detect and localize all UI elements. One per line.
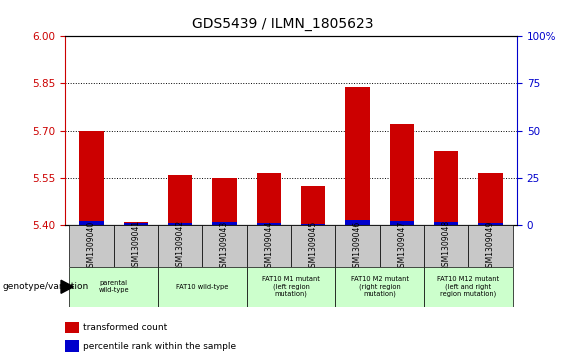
Bar: [212, 178, 237, 225]
Text: FAT10 M12 mutant
(left and right
region mutation): FAT10 M12 mutant (left and right region …: [437, 276, 499, 297]
Bar: [247, 225, 291, 267]
Bar: [202, 225, 247, 267]
Bar: [301, 186, 325, 225]
Text: genotype/variation: genotype/variation: [3, 282, 89, 291]
Bar: [478, 223, 503, 225]
Text: GSM1309049: GSM1309049: [486, 220, 495, 272]
Bar: [434, 222, 458, 225]
Text: GSM1309045: GSM1309045: [308, 220, 318, 272]
Bar: [478, 173, 503, 225]
Bar: [424, 225, 468, 267]
Bar: [390, 221, 414, 225]
Text: GSM1309046: GSM1309046: [353, 220, 362, 272]
Text: FAT10 wild-type: FAT10 wild-type: [176, 284, 228, 290]
Text: GSM1309040: GSM1309040: [87, 220, 96, 272]
Text: GSM1309042: GSM1309042: [176, 220, 185, 272]
Bar: [434, 151, 458, 225]
Text: GSM1309044: GSM1309044: [264, 220, 273, 272]
Bar: [168, 175, 192, 225]
Bar: [291, 225, 335, 267]
Bar: [345, 220, 370, 225]
Bar: [345, 87, 370, 225]
Bar: [79, 131, 104, 225]
Bar: [158, 225, 202, 267]
Bar: [468, 225, 512, 267]
Bar: [390, 125, 414, 225]
Bar: [212, 222, 237, 225]
Bar: [65, 322, 79, 333]
Bar: [257, 173, 281, 225]
Text: FAT10 M2 mutant
(right region
mutation): FAT10 M2 mutant (right region mutation): [351, 276, 408, 297]
Bar: [114, 225, 158, 267]
Text: GSM1309041: GSM1309041: [132, 220, 140, 272]
Bar: [158, 267, 247, 307]
Bar: [335, 267, 424, 307]
Bar: [380, 225, 424, 267]
Bar: [424, 267, 512, 307]
Bar: [168, 223, 192, 225]
Text: transformed count: transformed count: [83, 323, 167, 332]
Bar: [257, 223, 281, 225]
Bar: [301, 224, 325, 225]
Bar: [79, 221, 104, 225]
Bar: [335, 225, 380, 267]
Text: parental
wild-type: parental wild-type: [98, 280, 129, 293]
Bar: [69, 267, 158, 307]
Text: percentile rank within the sample: percentile rank within the sample: [83, 342, 236, 351]
Text: GSM1309043: GSM1309043: [220, 220, 229, 272]
Bar: [69, 225, 114, 267]
Bar: [124, 224, 148, 225]
Bar: [65, 340, 79, 352]
Bar: [124, 222, 148, 225]
Polygon shape: [61, 280, 73, 293]
Text: GSM1309047: GSM1309047: [397, 220, 406, 272]
Bar: [247, 267, 335, 307]
Text: GDS5439 / ILMN_1805623: GDS5439 / ILMN_1805623: [192, 17, 373, 30]
Text: GSM1309048: GSM1309048: [442, 220, 450, 272]
Text: FAT10 M1 mutant
(left region
mutation): FAT10 M1 mutant (left region mutation): [262, 276, 320, 297]
